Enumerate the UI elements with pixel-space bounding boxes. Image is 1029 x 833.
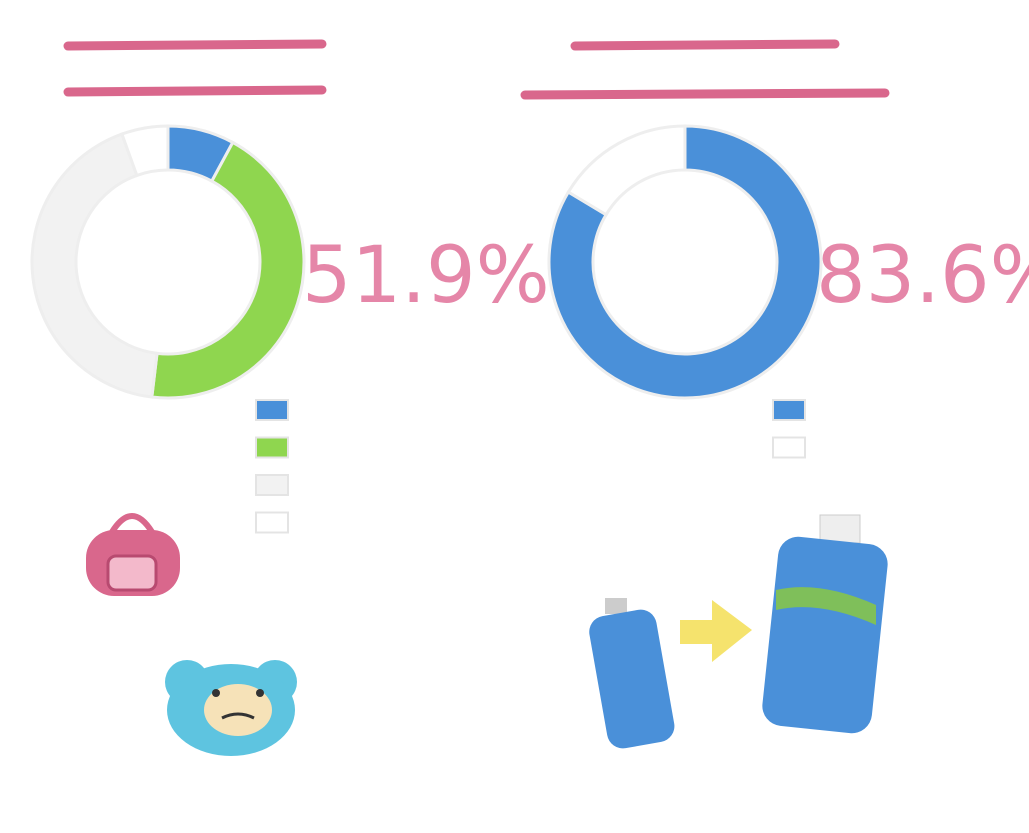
- legend-swatch: [255, 474, 289, 496]
- legend-swatch: [255, 399, 289, 421]
- legend-swatch: [255, 511, 289, 534]
- legend-swatch: [255, 436, 289, 459]
- donut-segment: [120, 124, 170, 178]
- heading-underline: [63, 39, 327, 51]
- donut-segment: [566, 124, 687, 217]
- bottles: [589, 514, 888, 749]
- donut-segment: [150, 140, 306, 400]
- heading-underline: [63, 85, 327, 97]
- backpack: [86, 513, 180, 596]
- header-scribbles: [63, 39, 890, 100]
- heading-underline: [570, 39, 840, 51]
- legend-swatch: [772, 399, 806, 421]
- legend-swatch: [772, 436, 806, 459]
- donut-segment: [547, 124, 823, 400]
- percent-label: 83.6%: [816, 231, 1029, 321]
- heading-underline: [520, 88, 890, 100]
- percent-label: 51.9%: [302, 231, 550, 321]
- bear: [165, 660, 297, 756]
- donut-segment: [30, 132, 159, 399]
